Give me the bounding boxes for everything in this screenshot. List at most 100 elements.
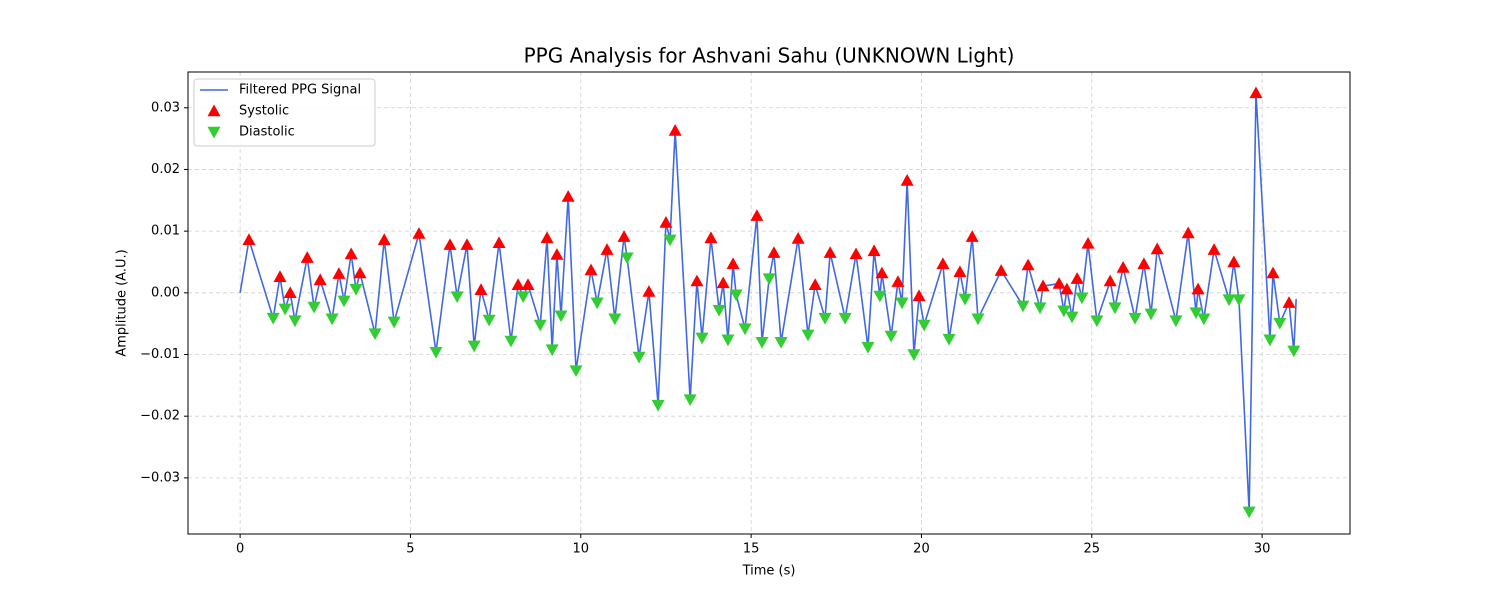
peak-marker xyxy=(1144,308,1158,321)
peak-marker xyxy=(808,278,822,291)
peak-marker xyxy=(504,335,518,348)
peak-marker xyxy=(540,231,554,244)
peak-marker xyxy=(1116,261,1130,273)
peak-marker xyxy=(1207,243,1221,255)
peak-marker xyxy=(668,124,682,136)
peak-marker xyxy=(900,174,914,186)
peak-marker xyxy=(838,312,852,325)
peak-marker xyxy=(1222,294,1236,307)
peak-marker xyxy=(695,332,709,345)
peak-marker xyxy=(1191,282,1205,295)
peak-marker xyxy=(1282,296,1296,308)
x-tick-label: 0 xyxy=(236,542,244,557)
peak-marker xyxy=(818,312,832,325)
peak-marker xyxy=(958,293,972,306)
peak-marker xyxy=(936,257,950,270)
peak-marker xyxy=(450,291,464,304)
peak-marker xyxy=(891,275,905,287)
peak-marker xyxy=(550,248,564,260)
y-tick-label: −0.02 xyxy=(140,409,180,424)
peak-marker xyxy=(349,283,363,296)
x-tick-label: 30 xyxy=(1254,542,1271,557)
peak-marker xyxy=(521,278,535,291)
peak-marker xyxy=(283,286,297,299)
peak-marker xyxy=(554,310,568,323)
peak-marker xyxy=(1108,302,1122,315)
x-tick-label: 20 xyxy=(913,542,930,557)
x-axis-label: Time (s) xyxy=(742,564,796,579)
peak-marker xyxy=(791,232,805,244)
peak-marker xyxy=(482,314,496,327)
peak-marker xyxy=(533,319,547,332)
legend-label: Systolic xyxy=(239,104,289,119)
peak-marker xyxy=(750,209,764,221)
peak-marker xyxy=(1016,300,1030,313)
peak-marker xyxy=(1081,236,1095,249)
y-axis-label: Amplitude (A.U.) xyxy=(115,249,130,356)
plot-frame xyxy=(187,71,1351,535)
peak-marker xyxy=(1266,266,1280,279)
peak-marker xyxy=(1057,305,1071,318)
peak-marker xyxy=(1287,345,1301,358)
peak-marker xyxy=(1181,226,1195,239)
x-tick-label: 10 xyxy=(573,542,590,557)
peak-marker xyxy=(368,328,382,341)
peak-marker xyxy=(620,252,634,265)
peak-marker xyxy=(600,243,614,255)
peak-marker xyxy=(460,238,474,250)
peak-marker xyxy=(726,257,740,270)
peak-marker xyxy=(1249,86,1263,99)
peak-marker xyxy=(1052,277,1066,289)
peak-marker xyxy=(663,234,677,247)
legend-box xyxy=(193,78,376,147)
peak-marker xyxy=(849,247,863,260)
legend-label: Filtered PPG Signal xyxy=(239,83,361,98)
peak-marker xyxy=(683,394,697,407)
peak-marker xyxy=(971,313,985,326)
peak-marker xyxy=(1128,312,1142,325)
peak-marker xyxy=(307,301,321,314)
x-tick-label: 5 xyxy=(406,542,414,557)
peak-marker xyxy=(642,285,656,297)
peak-marker xyxy=(690,274,704,287)
peak-marker xyxy=(907,349,921,362)
peak-marker xyxy=(1021,258,1035,271)
peak-marker xyxy=(242,233,256,245)
peak-marker xyxy=(895,297,909,310)
peak-marker xyxy=(721,334,735,347)
peak-marker xyxy=(1070,272,1084,284)
peak-marker xyxy=(337,295,351,308)
peak-marker xyxy=(590,297,604,310)
peak-marker xyxy=(659,216,673,228)
peak-marker xyxy=(1232,294,1246,307)
peak-marker xyxy=(332,267,346,279)
peak-marker xyxy=(942,333,956,346)
peak-marker xyxy=(823,246,837,258)
peak-marker xyxy=(1242,506,1256,519)
peak-marker xyxy=(273,270,287,282)
peak-marker xyxy=(1189,307,1203,320)
y-tick-label: 0.01 xyxy=(151,224,180,239)
peak-marker xyxy=(474,283,488,295)
peak-marker xyxy=(762,273,776,286)
peak-marker xyxy=(965,230,979,242)
peak-marker xyxy=(511,278,525,291)
legend-label: Diastolic xyxy=(239,125,295,140)
peak-marker xyxy=(712,304,726,317)
peak-marker xyxy=(1150,242,1164,255)
chart-title: PPG Analysis for Ashvani Sahu (UNKNOWN L… xyxy=(524,44,1015,68)
peak-marker xyxy=(875,266,889,279)
peak-marker xyxy=(608,313,622,326)
peak-marker xyxy=(774,336,788,349)
peak-marker xyxy=(278,303,292,316)
peak-marker xyxy=(953,265,967,278)
peak-marker xyxy=(632,351,646,364)
peak-marker xyxy=(1103,274,1117,287)
y-tick-label: 0.03 xyxy=(151,100,180,115)
peak-marker xyxy=(387,316,401,329)
y-tick-label: 0.00 xyxy=(151,285,180,300)
peak-marker xyxy=(755,336,769,349)
peak-marker xyxy=(767,246,781,258)
peak-marker xyxy=(884,330,898,343)
